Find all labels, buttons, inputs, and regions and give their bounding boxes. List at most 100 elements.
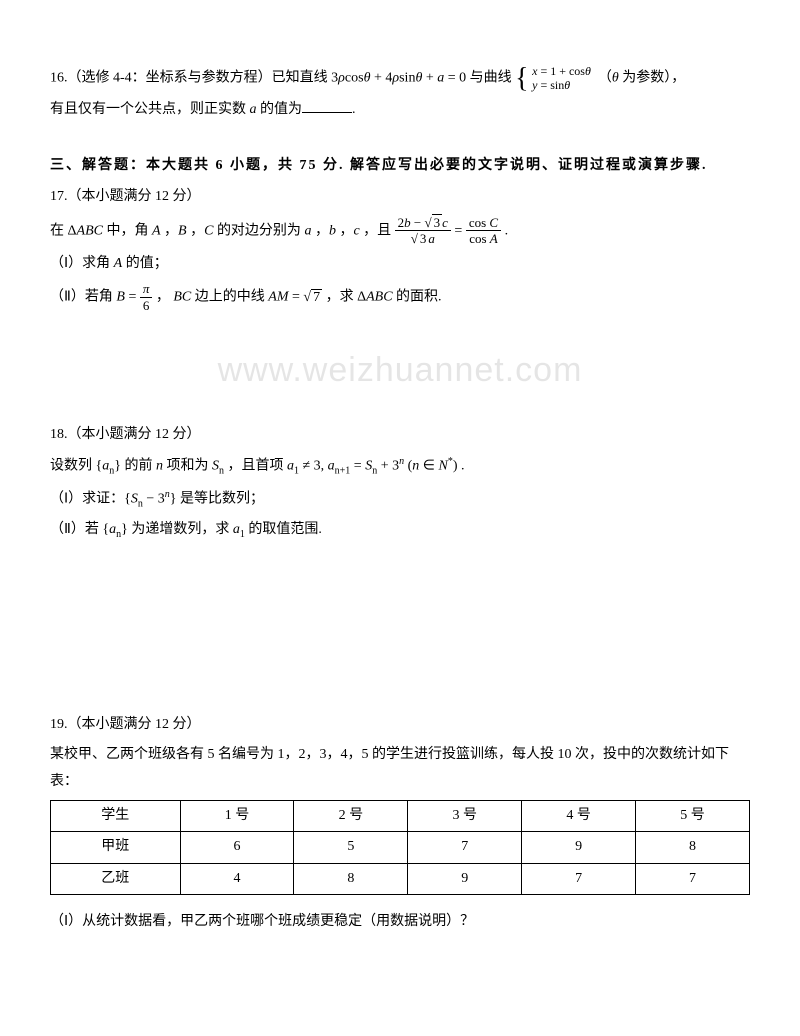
q19-header: 19.（本小题满分 12 分）: [50, 712, 750, 739]
q17-p2d: 边上的中线: [195, 290, 269, 305]
q19-intro: 某校甲、乙两个班级各有 5 名编号为 1，2，3，4，5 的学生进行投篮训练，每…: [50, 742, 750, 795]
q17-t1: 在 Δ: [50, 223, 77, 238]
q17-c4: ，: [336, 223, 354, 238]
q18-p2g: 的取值范围.: [245, 522, 322, 537]
q17-part2: （Ⅱ）若角 B = π 6 ， BC 边上的中线 AM = 7 ，求 ΔABC …: [50, 281, 750, 313]
q18-in: ∈: [419, 459, 438, 474]
q18-p2a1: a: [233, 522, 240, 537]
q18-part1: （Ⅰ）求证：{Sn − 3n} 是等比数列；: [50, 485, 750, 513]
q18-an1n: n+1: [335, 466, 351, 477]
q17-c1: ，: [161, 223, 179, 238]
q17-abc: ABC: [77, 223, 103, 238]
q17-p1: （Ⅰ）求角: [50, 256, 114, 271]
q17-f2n: cos C: [469, 215, 498, 230]
q17-ABC2: ABC: [366, 290, 392, 305]
q16-l3c: 的值为: [257, 102, 303, 117]
q16-paren-txt: 为参数），: [619, 71, 686, 86]
q18-rp: ) .: [453, 459, 465, 474]
col-2: 2 号: [294, 800, 408, 832]
row1-label: 甲班: [51, 832, 181, 864]
q17-eqs: =: [454, 223, 465, 238]
q17-frac2: cos C cos A: [466, 215, 501, 247]
q18-p2a: （Ⅱ）若: [50, 522, 102, 537]
row2-label: 乙班: [51, 863, 181, 895]
q16-eq-rho1: ρ: [338, 71, 345, 86]
q16-l3b: a: [250, 102, 257, 117]
section3-heading: 三、解答题：本大题共 6 小题，共 75 分. 解答应写出必要的文字说明、证明过…: [50, 153, 750, 180]
q18-an1a: a: [328, 459, 335, 474]
table-row: 甲班 6 5 7 9 8: [51, 832, 750, 864]
q18-3n: n: [399, 456, 404, 467]
col-4: 4 号: [522, 800, 636, 832]
q16-l3d: .: [352, 102, 356, 117]
q16-x-rhs: = 1 + cos: [537, 64, 585, 78]
q17-f1n3: −: [411, 215, 425, 230]
q17-line1: 在 ΔABC 中，角 A ，B ，C 的对边分别为 a ，b ，c ，且 2b …: [50, 215, 750, 247]
q18-S: S: [212, 459, 219, 474]
q16-line2: 有且仅有一个公共点，则正实数 a 的值为.: [50, 97, 750, 124]
q16-l3a: 有且仅有一个公共点，则正实数: [50, 102, 250, 117]
q16-eq-sin1: sin: [399, 71, 415, 86]
q17-p2h: ，求 Δ: [326, 290, 367, 305]
q17-p2B: B: [116, 290, 125, 305]
col-student: 学生: [51, 800, 181, 832]
row2-c5: 7: [636, 863, 750, 895]
col-1: 1 号: [180, 800, 294, 832]
q18-eq: =: [350, 459, 365, 474]
q17-B: B: [178, 223, 187, 238]
q18-t2: 的前: [124, 459, 156, 474]
q17-BC: BC: [173, 290, 191, 305]
q17-pi: π: [143, 281, 150, 296]
q18-p1f: 是等比数列；: [177, 491, 265, 506]
row1-c3: 7: [408, 832, 522, 864]
row2-c1: 4: [180, 863, 294, 895]
q18-line1: 设数列 {an} 的前 n 项和为 Sn ，且首项 a1 ≠ 3, an+1 =…: [50, 452, 750, 480]
q17-header: 17.（本小题满分 12 分）: [50, 184, 750, 211]
q18-t4: ，且首项: [227, 459, 287, 474]
q17-sqrt7: 7: [303, 285, 322, 312]
q17-p2eq: =: [125, 290, 140, 305]
q17-c2: ，: [187, 223, 205, 238]
q16-eq-cos1: cos: [345, 71, 364, 86]
q18-m3: − 3: [143, 491, 165, 506]
q18-p1S: S: [131, 491, 138, 506]
q17-f1n5: c: [442, 215, 448, 230]
q16-y-rhs: = sin: [537, 78, 564, 92]
row1-c2: 5: [294, 832, 408, 864]
q18-t1: 设数列: [50, 459, 96, 474]
q16-line1: 16.（选修 4-4：坐标系与参数方程）已知直线 3ρcosθ + 4ρsinθ…: [50, 64, 750, 93]
q16-eq-plus: +: [422, 71, 437, 86]
q17-A: A: [152, 223, 161, 238]
q16-x-th: θ: [585, 64, 591, 78]
q18-a1a: a: [287, 459, 294, 474]
q18-n: n: [156, 459, 163, 474]
col-3: 3 号: [408, 800, 522, 832]
q16-y-th: θ: [564, 78, 570, 92]
row1-c1: 6: [180, 832, 294, 864]
q17-7: 7: [311, 289, 322, 305]
q17-f1n4: 3: [432, 214, 443, 230]
q17-p2a: （Ⅱ）若角: [50, 290, 116, 305]
q17-f1d-sqrt: 3: [411, 231, 429, 247]
q17-t4: ，且: [360, 223, 395, 238]
q17-p2b: ，: [156, 290, 170, 305]
q18-p3: + 3: [377, 459, 399, 474]
q17-p1b: 的值；: [122, 256, 168, 271]
q18-Sn: n: [219, 466, 224, 477]
q18-p2d: 为递增数列，求: [128, 522, 233, 537]
q17-f2d: cos A: [469, 231, 498, 246]
q18-p1a: （Ⅰ）求证：: [50, 491, 124, 506]
table-header-row: 学生 1 号 2 号 3 号 4 号 5 号: [51, 800, 750, 832]
q17-b: b: [329, 223, 336, 238]
q17-p1A: A: [114, 256, 123, 271]
col-5: 5 号: [636, 800, 750, 832]
q18-part2: （Ⅱ）若 {an} 为递增数列，求 a1 的取值范围.: [50, 517, 750, 544]
q17-c3: ，: [311, 223, 329, 238]
spacer1: www.weizhuannet.com: [50, 318, 750, 418]
spacer2: [50, 548, 750, 708]
q17-t3: 的对边分别为: [213, 223, 304, 238]
q16-prefix: 16.（选修 4-4：坐标系与参数方程）已知直线: [50, 71, 328, 86]
q18-N: N: [438, 459, 447, 474]
q18-ne3: ≠ 3,: [299, 459, 328, 474]
row1-c5: 8: [636, 832, 750, 864]
